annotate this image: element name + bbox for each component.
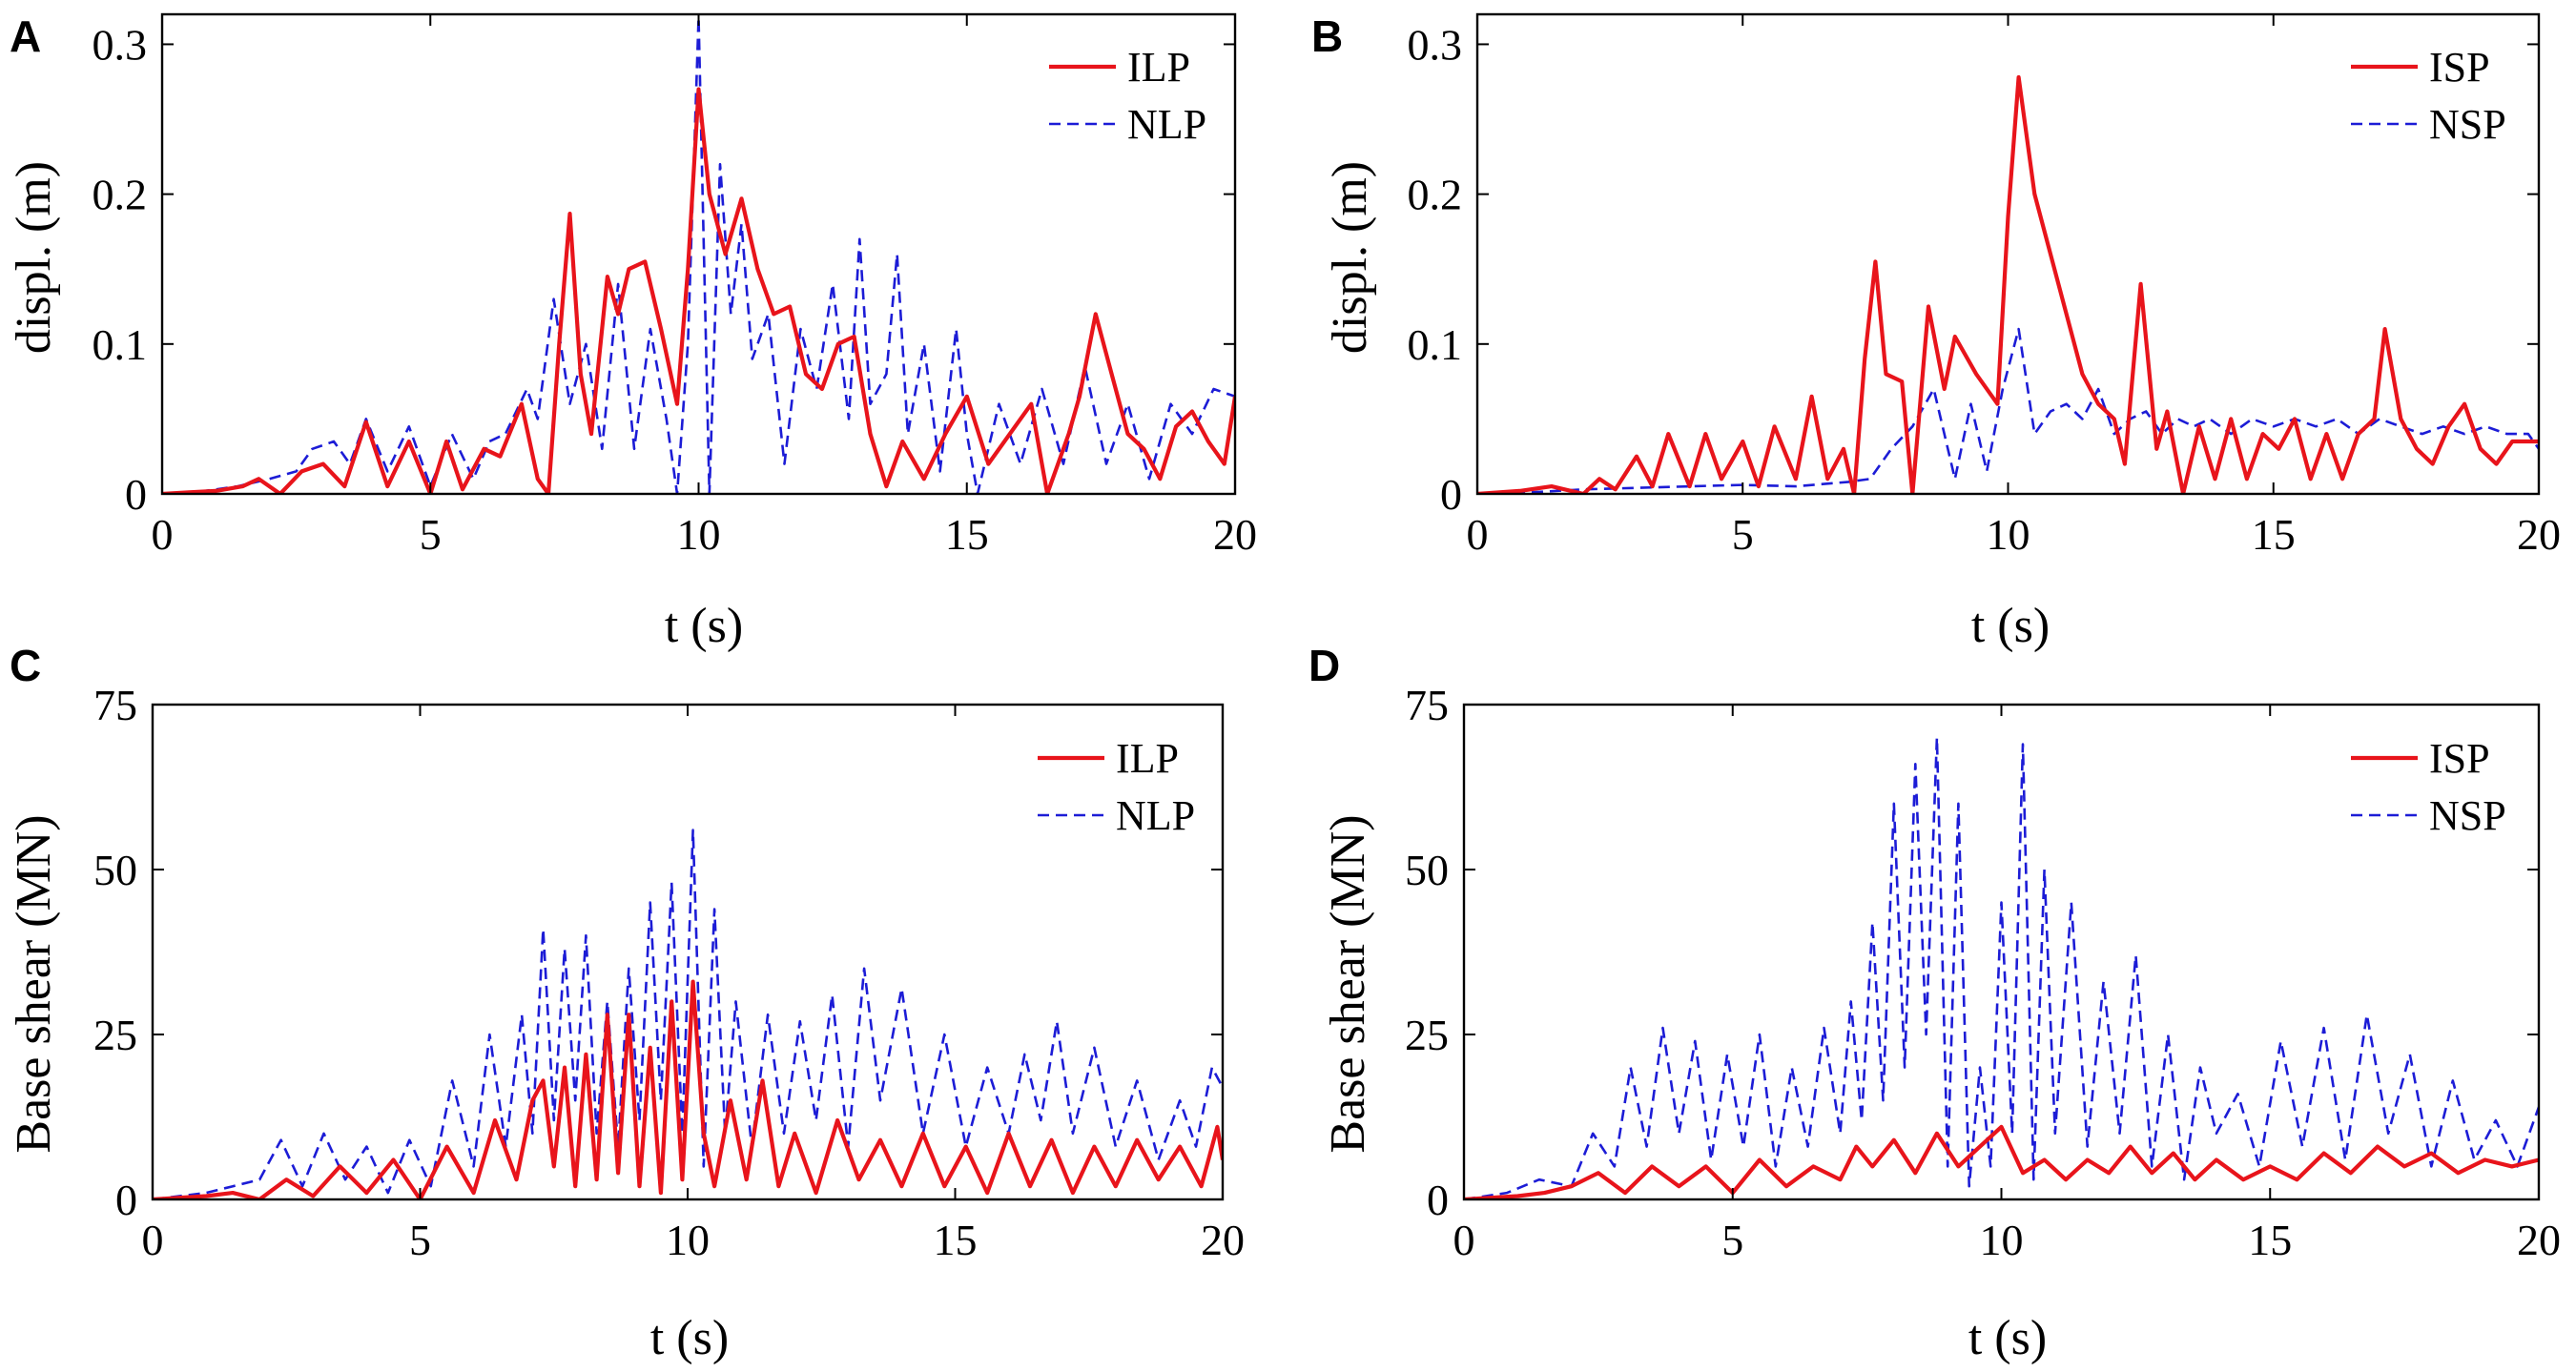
legend-label-nsp: NSP [2429, 792, 2506, 839]
y-axis-label: displ. (m) [7, 161, 61, 354]
x-axis-label: t (s) [1968, 1311, 2047, 1365]
x-tick-label: 20 [2517, 1216, 2561, 1264]
panel-letter-b: B [1311, 11, 1343, 61]
y-tick-label: 75 [1405, 681, 1449, 729]
panel-c: C t (s) Base shear (MN) 0 5 10 15 20 0 25 50 75 I… [7, 641, 1245, 1365]
x-axis-label: t (s) [650, 1311, 729, 1365]
x-tick-label: 0 [152, 510, 174, 559]
legend-label-nlp: NLP [1116, 792, 1195, 839]
x-tick-label: 20 [2517, 510, 2561, 559]
y-tick-label: 25 [1405, 1011, 1449, 1059]
x-tick-label: 15 [945, 510, 989, 559]
x-tick-label: 0 [142, 1216, 164, 1264]
legend-label-ilp: ILP [1116, 735, 1179, 782]
x-tick-label: 5 [420, 510, 442, 559]
x-tick-label: 0 [1467, 510, 1489, 559]
y-tick-label: 0.2 [1408, 171, 1463, 219]
series-line-isp [1477, 74, 2539, 494]
y-tick-label: 0.2 [93, 171, 148, 219]
series-group [153, 829, 1223, 1199]
series-line-nlp [162, 15, 1235, 494]
y-tick-label: 50 [1405, 846, 1449, 894]
panel-letter-d: D [1309, 641, 1340, 690]
x-tick-label: 20 [1213, 510, 1257, 559]
series-group [1477, 74, 2539, 494]
y-tick-label: 0 [125, 470, 147, 519]
panel-letter-c: C [10, 641, 41, 690]
x-tick-label: 10 [1987, 510, 2030, 559]
y-tick-label: 0 [115, 1176, 137, 1224]
x-tick-label: 10 [666, 1216, 710, 1264]
x-tick-label: 10 [1980, 1216, 2024, 1264]
legend-label-isp: ISP [2429, 735, 2490, 782]
y-tick-label: 0.1 [1408, 320, 1463, 369]
y-tick-label: 0.3 [1408, 20, 1463, 69]
y-tick-label: 0 [1427, 1176, 1449, 1224]
series-line-ilp [162, 87, 1235, 494]
x-tick-label: 10 [677, 510, 721, 559]
panel-a: A t (s) displ. (m) 0 5 10 15 20 0 0.1 0.2 0.3 ILP… [7, 11, 1257, 653]
x-axis-label: t (s) [1971, 599, 2050, 653]
x-tick-label: 5 [1721, 1216, 1743, 1264]
y-tick-label: 25 [93, 1011, 137, 1059]
x-tick-label: 15 [934, 1216, 978, 1264]
x-tick-label: 20 [1201, 1216, 1245, 1264]
y-axis-label: displ. (m) [1323, 161, 1377, 354]
x-tick-label: 5 [1732, 510, 1754, 559]
legend-label-ilp: ILP [1127, 44, 1190, 91]
y-axis-label: Base shear (MN) [7, 814, 61, 1153]
x-tick-label: 15 [2252, 510, 2296, 559]
x-tick-label: 15 [2248, 1216, 2292, 1264]
y-tick-label: 0.1 [93, 320, 148, 369]
x-axis-label: t (s) [665, 599, 743, 653]
panel-b: B t (s) displ. (m) 0 5 10 15 20 0 0.1 0.2 0.3 ISP… [1311, 11, 2561, 653]
legend-label-nlp: NLP [1127, 101, 1206, 148]
series-line-nsp [1477, 327, 2539, 494]
legend-label-isp: ISP [2429, 44, 2490, 91]
series-line-ilp [153, 979, 1223, 1199]
x-tick-label: 0 [1453, 1216, 1475, 1264]
panel-d: D t (s) Base shear (MN) 0 5 10 15 20 0 25 50 75 I… [1309, 641, 2561, 1365]
series-line-nlp [153, 829, 1223, 1199]
x-tick-label: 5 [409, 1216, 431, 1264]
y-axis-label: Base shear (MN) [1321, 814, 1375, 1153]
y-tick-label: 0 [1440, 470, 1462, 519]
series-line-nsp [1464, 736, 2539, 1199]
y-tick-label: 50 [93, 846, 137, 894]
legend-label-nsp: NSP [2429, 101, 2506, 148]
y-tick-label: 0.3 [93, 20, 148, 69]
y-tick-label: 75 [93, 681, 137, 729]
series-line-isp [1464, 1124, 2539, 1199]
panel-letter-a: A [10, 11, 41, 61]
series-group [162, 15, 1235, 494]
series-group [1464, 736, 2539, 1199]
